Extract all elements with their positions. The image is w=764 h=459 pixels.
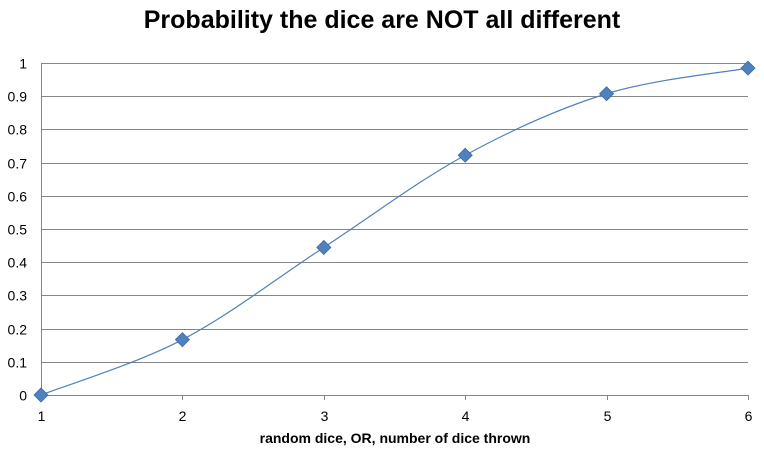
data-point-marker [457,147,473,163]
y-tick-label: 0.3 [8,288,28,304]
gridlines [41,63,748,363]
series [33,60,756,403]
y-tick-label: 0.5 [8,222,28,238]
y-tick-label: 0.4 [8,255,28,271]
x-tick-label: 3 [321,408,329,424]
data-point-marker [599,86,615,102]
x-tick-label: 6 [745,408,753,424]
y-tick-label: 0.8 [8,122,28,138]
y-tick-label: 0 [19,388,27,404]
y-tick-label: 0.9 [8,89,28,105]
y-tick-label: 1 [19,56,27,72]
x-tick-label: 5 [604,408,612,424]
y-tick-label: 0.2 [8,322,28,338]
axes [41,63,749,400]
x-tick-label: 2 [179,408,187,424]
y-tick-label: 0.6 [8,189,28,205]
tick-labels: 0 0.1 0.2 0.3 0.4 0.5 0.6 0.7 0.8 0.9 1 1 2 3 4 5 6 [8,56,753,425]
x-tick-label: 4 [462,408,470,424]
chart-title: Probability the dice are NOT all differe… [143,6,621,34]
series-line [40,67,749,396]
y-tick-label: 0.1 [8,355,28,371]
data-point-marker [174,332,190,348]
data-point-marker [316,239,332,256]
y-tick-label: 0.7 [8,156,28,172]
data-point-marker [740,60,756,76]
x-axis-label: random dice, OR, number of dice thrown [259,430,531,446]
data-point-marker [33,387,49,403]
x-tick-label: 1 [38,408,46,424]
